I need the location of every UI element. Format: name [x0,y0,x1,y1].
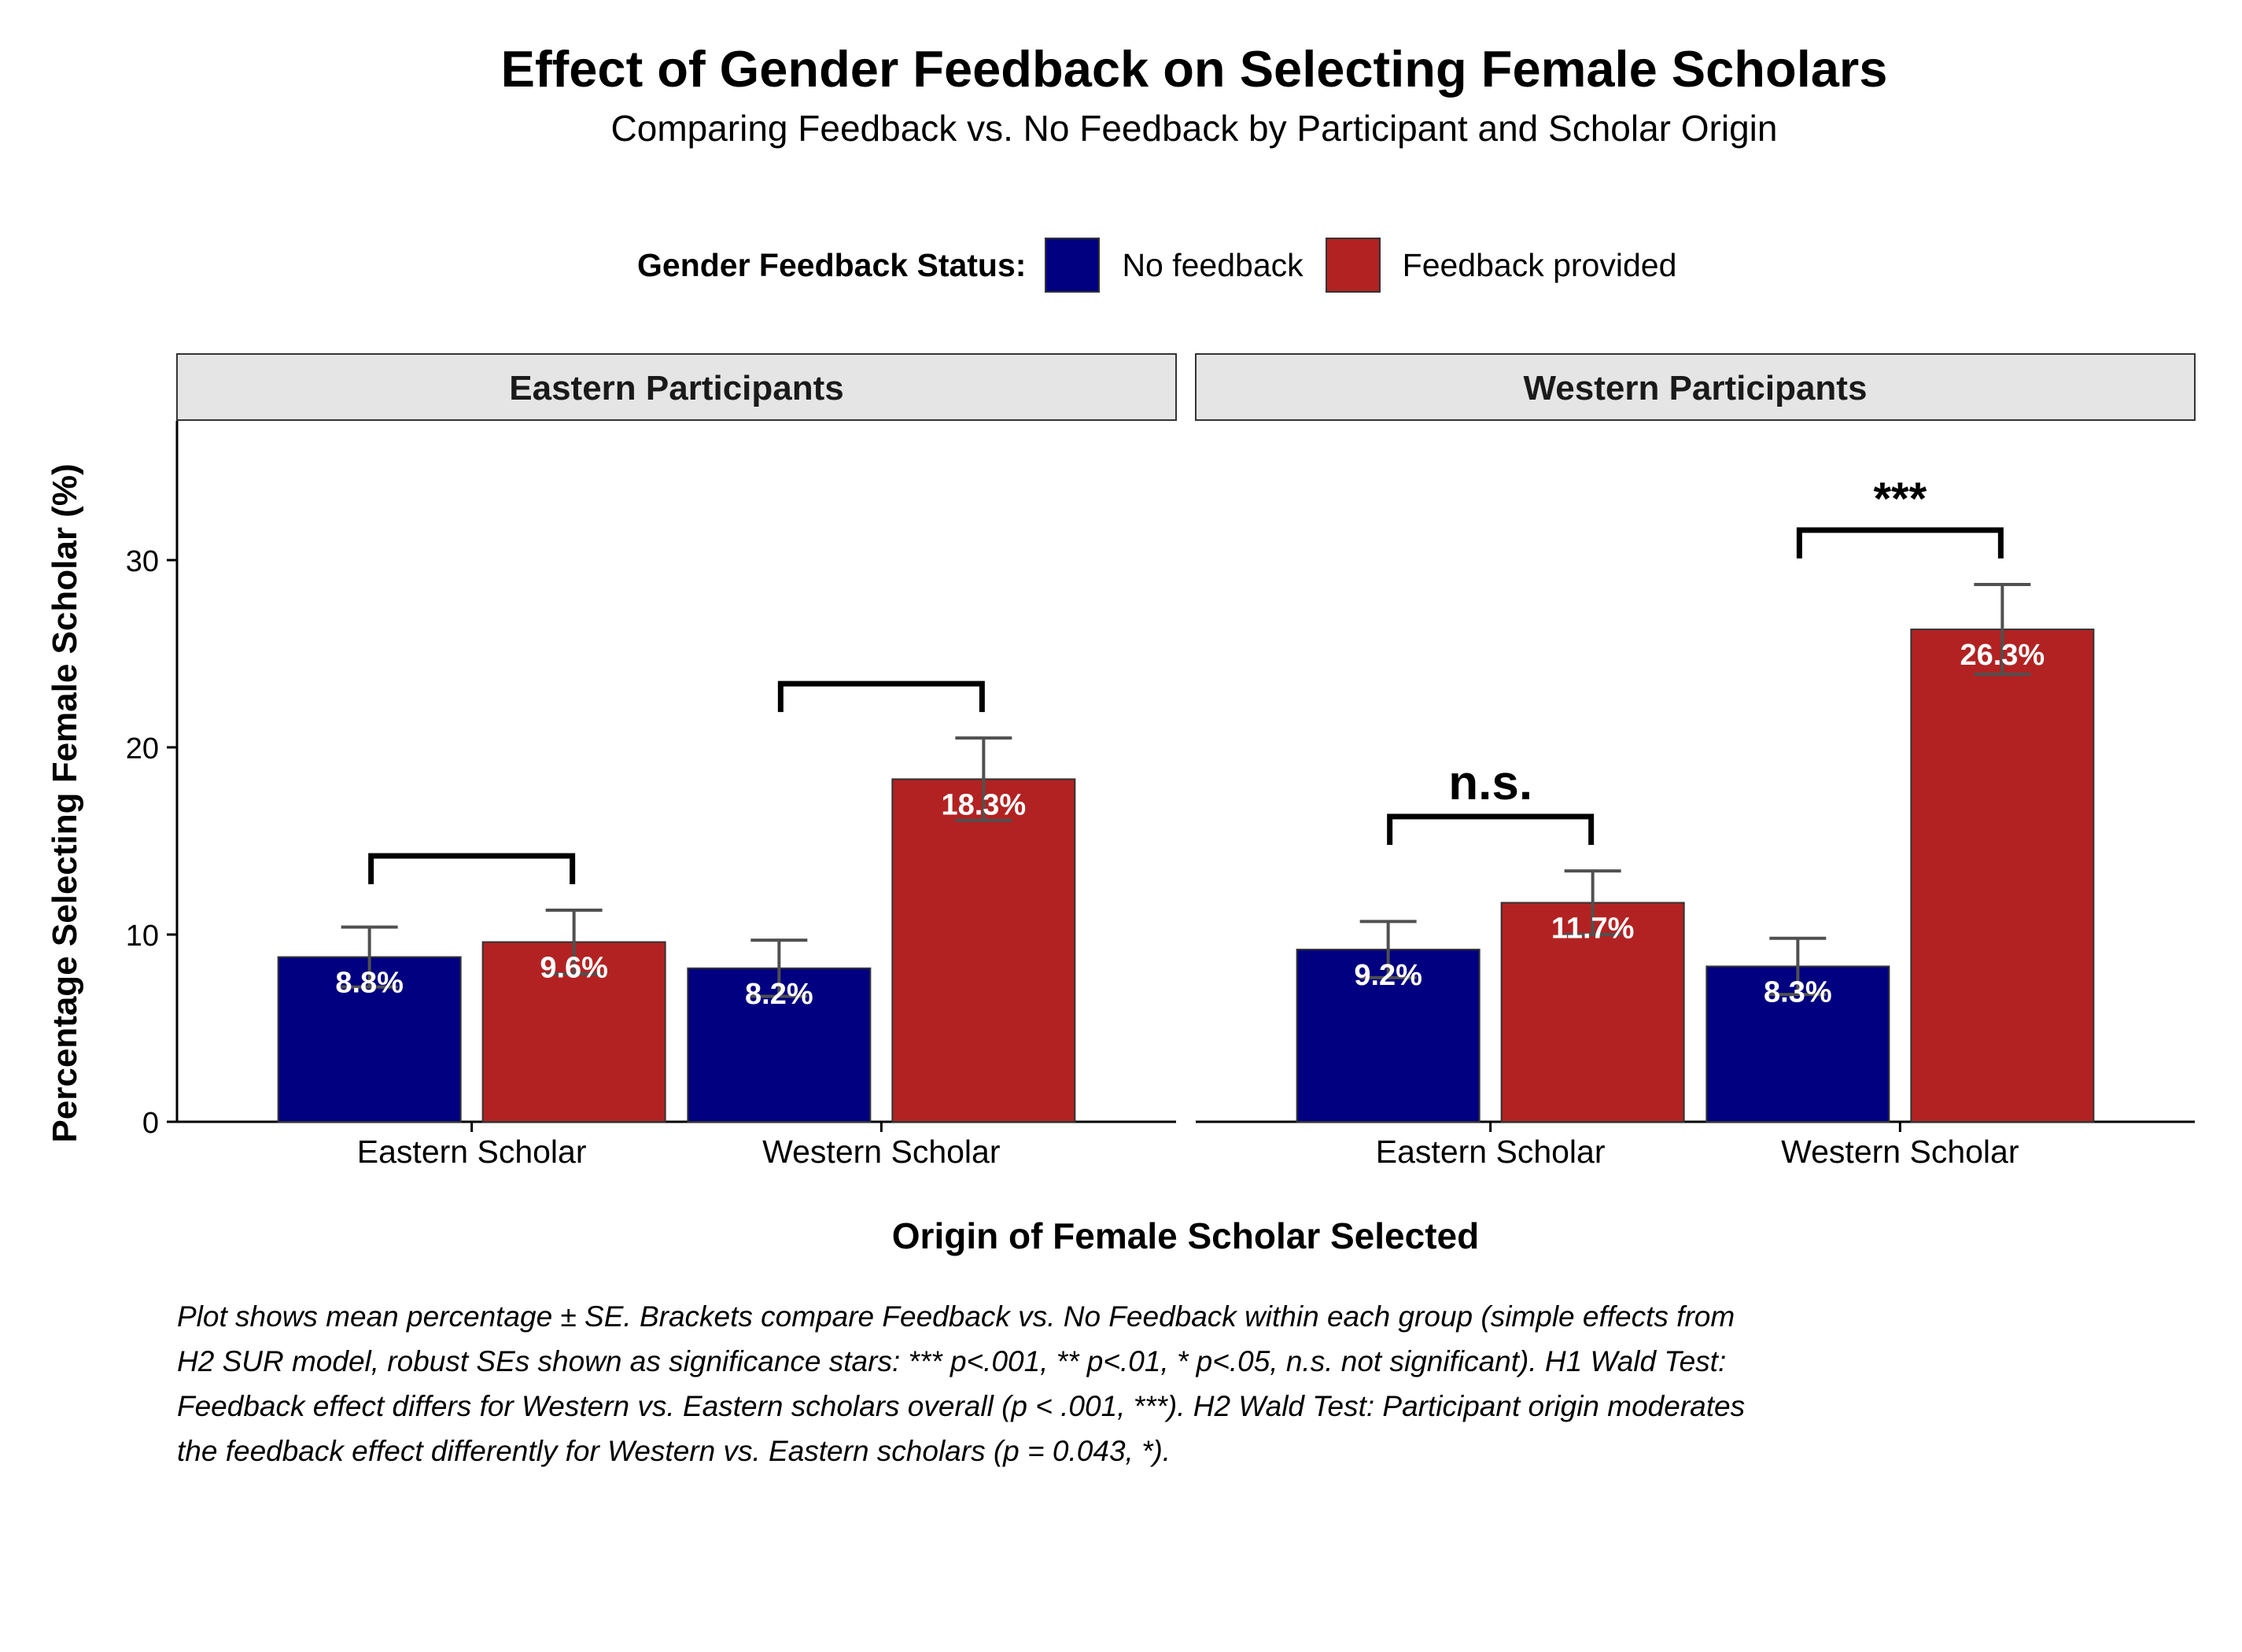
y-tick-label: 0 [142,1107,159,1140]
y-tick-label: 30 [126,545,159,578]
data-label: 11.7% [1551,913,1635,946]
significance-bracket [368,853,576,885]
data-label: 9.2% [1354,959,1422,992]
x-axis-title: Origin of Female Scholar Selected [892,1215,1479,1256]
chart-title: Effect of Gender Feedback on Selecting F… [500,40,1888,98]
significance-label: *** [1873,474,1927,525]
data-label: 8.2% [745,978,813,1011]
y-tick-label: 10 [126,920,159,953]
x-tick-label: Eastern Scholar [1376,1134,1606,1170]
x-tick-label: Western Scholar [762,1134,1000,1170]
legend-label-no-feedback: No feedback [1122,246,1304,283]
data-label: 8.3% [1764,975,1832,1009]
legend-key-feedback [1325,238,1381,293]
bar-feedback [1910,629,2095,1123]
legend-title: Gender Feedback Status: [637,246,1027,283]
significance-bracket [1387,813,1595,846]
chart-caption: Plot shows mean percentage ± SE. Bracket… [177,1300,1746,1467]
bar-feedback [1500,902,1685,1123]
x-tick-label: Eastern Scholar [357,1134,587,1170]
significance-bracket [777,680,985,713]
y-axis-title: Percentage Selecting Female Scholar (%) [46,463,84,1142]
significance-label: n.s. [1448,756,1532,810]
data-label: 8.8% [335,967,404,1000]
facet-strip-label: Western Participants [1524,369,1868,407]
facet-strip [176,353,1177,421]
significance-bracket [1796,527,2004,559]
x-tick-label: Western Scholar [1781,1134,2019,1170]
legend-key-no-feedback [1045,238,1101,293]
data-label: 26.3% [1960,639,2045,672]
data-label: 9.6% [540,952,608,985]
data-label: 18.3% [941,788,1026,821]
bar-feedback [891,778,1076,1123]
facet-strip [1195,353,2196,421]
legend-label-feedback: Feedback provided [1402,246,1677,283]
chart-subtitle: Comparing Feedback vs. No Feedback by Pa… [610,108,1778,149]
facet-strip-label: Eastern Participants [509,369,844,407]
y-tick-label: 20 [126,732,159,765]
legend: Gender Feedback Status: No feedback Feed… [637,236,1698,294]
